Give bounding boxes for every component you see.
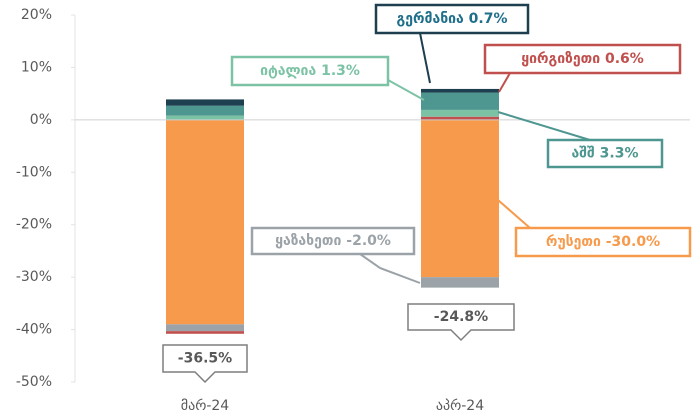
y-tick-label: -10% — [16, 164, 52, 180]
leader-line — [498, 72, 511, 93]
value-label: 0.7% — [469, 11, 508, 27]
y-tick-label: -40% — [16, 322, 52, 338]
callout-label: ყაზახეთი -2.0% — [275, 233, 391, 249]
callout-label: აშშ 3.3% — [572, 146, 639, 162]
bar-segment — [421, 92, 499, 110]
bar-segment — [166, 324, 244, 332]
callout-box — [546, 138, 664, 169]
series-name: იტალია — [260, 63, 316, 79]
bar-segment — [166, 119, 244, 325]
callout-label: იტალია 1.3% — [260, 63, 360, 79]
callout-label: რუსეთი -30.0% — [546, 234, 660, 250]
leader-line — [497, 199, 531, 229]
callout-box — [250, 226, 416, 256]
callout-box — [374, 3, 530, 35]
series-name: რუსეთი — [546, 234, 601, 250]
value-label: -30.0% — [606, 234, 660, 250]
x-tick-label: აპრ-24 — [436, 397, 484, 414]
bar-segment — [421, 109, 499, 117]
leader-line — [419, 32, 431, 84]
total-callout — [162, 344, 248, 384]
bar-segment — [166, 105, 244, 116]
bar-segment — [421, 88, 499, 93]
value-label: -2.0% — [346, 233, 391, 249]
total-callout — [407, 303, 515, 342]
y-tick-label: 0% — [30, 112, 52, 128]
y-tick-label: -50% — [16, 374, 52, 390]
series-name: ყაზახეთი — [275, 233, 341, 249]
y-tick-label: 20% — [21, 7, 52, 23]
bar-segment — [421, 277, 499, 288]
value-label: 3.3% — [600, 146, 639, 162]
y-tick-label: -30% — [16, 269, 52, 285]
y-tick-label: -20% — [16, 217, 52, 233]
leader-line — [497, 111, 591, 141]
callout-label: გერმანია 0.7% — [396, 11, 507, 27]
series-name: ყირგიზეთი — [521, 51, 600, 67]
series-name: გერმანია — [396, 11, 464, 27]
bar-segment — [421, 116, 499, 120]
bar-segment — [166, 331, 244, 334]
leader-line — [387, 79, 425, 101]
callout-box — [483, 43, 682, 75]
total-label: -24.8% — [434, 309, 488, 325]
series-name: აშშ — [572, 146, 595, 162]
y-tick-label: 10% — [21, 59, 52, 75]
callout-box — [230, 55, 390, 87]
callout-box — [514, 226, 692, 258]
bar-segment — [166, 115, 244, 120]
x-tick-label: მარ-24 — [181, 397, 230, 414]
total-label: -36.5% — [178, 351, 232, 367]
leader-line — [359, 253, 421, 284]
bar-segment — [421, 119, 499, 278]
value-label: 1.3% — [321, 63, 360, 79]
bar-segment — [166, 99, 244, 106]
value-label: 0.6% — [605, 51, 644, 67]
callout-label: ყირგიზეთი 0.6% — [521, 51, 644, 67]
